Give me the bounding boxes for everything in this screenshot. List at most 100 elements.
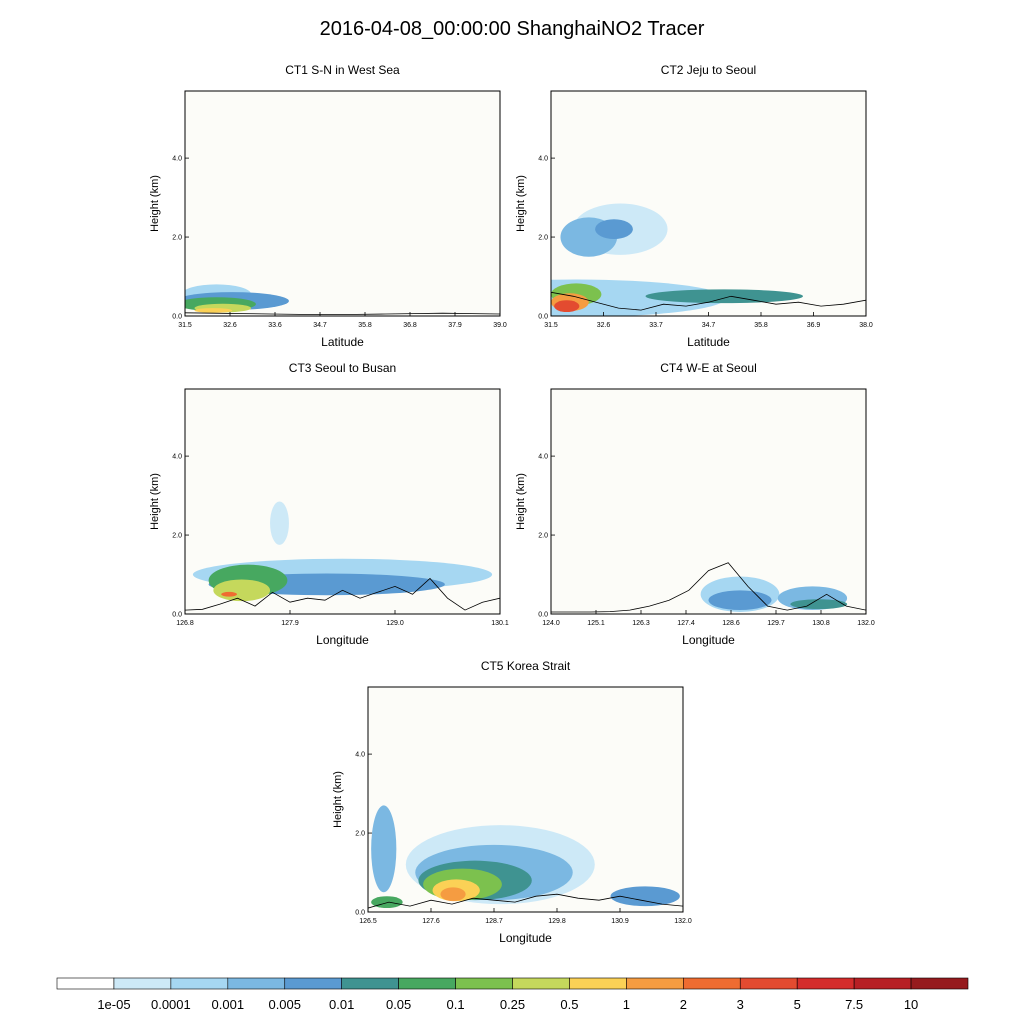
x-tick-label: 132.0 bbox=[857, 620, 875, 627]
x-tick-label: 125.1 bbox=[587, 620, 605, 627]
x-tick-label: 128.6 bbox=[722, 620, 740, 627]
panel-title: CT2 Jeju to Seoul bbox=[661, 63, 756, 77]
colorbar-swatch bbox=[455, 977, 513, 990]
colorbar-swatch bbox=[910, 977, 969, 990]
colorbar-swatch bbox=[796, 977, 855, 990]
y-tick-label: 2.0 bbox=[355, 831, 365, 838]
colorbar-swatch bbox=[56, 977, 115, 990]
colorbar-swatch bbox=[341, 977, 399, 990]
x-tick-label: 36.8 bbox=[403, 322, 417, 329]
plot-frame bbox=[184, 90, 501, 317]
plot-background bbox=[551, 389, 866, 614]
contour-level-1 bbox=[270, 501, 289, 545]
y-tick-label: 4.0 bbox=[538, 454, 548, 461]
colorbar-label: 0.5 bbox=[560, 997, 578, 1012]
x-tick-label: 130.1 bbox=[491, 620, 509, 627]
y-tick-label: 0.0 bbox=[172, 612, 182, 619]
tracer-field bbox=[368, 805, 683, 909]
figure-title: 2016-04-08_00:00:00 ShanghaiNO2 Tracer bbox=[319, 18, 705, 40]
colorbar-label: 7.5 bbox=[845, 997, 863, 1012]
tracer-field bbox=[551, 203, 866, 316]
panel-title: CT3 Seoul to Busan bbox=[289, 361, 396, 375]
x-tick-label: 35.8 bbox=[754, 322, 768, 329]
x-tick-label: 32.6 bbox=[597, 322, 611, 329]
y-tick-label: 4.0 bbox=[355, 752, 365, 759]
colorbar-label: 0.0001 bbox=[151, 997, 191, 1012]
terrain-line bbox=[185, 312, 500, 315]
y-tick-label: 4.0 bbox=[172, 454, 182, 461]
y-tick-label: 0.0 bbox=[538, 314, 548, 321]
panel-1: CT1 S-N in West Sea 31.5 32.6 33.6 34.7 35.8 3… bbox=[149, 63, 507, 349]
colorbar-swatch bbox=[683, 977, 741, 990]
contour-level-3 bbox=[371, 805, 397, 893]
colorbar-label: 0.1 bbox=[447, 997, 465, 1012]
colorbar-swatch bbox=[284, 977, 342, 990]
contour-level-9 bbox=[194, 308, 233, 313]
colorbar-swatch bbox=[512, 977, 570, 990]
tracer-field bbox=[551, 562, 866, 613]
colorbar-swatch bbox=[569, 977, 627, 990]
x-axis-label: Longitude bbox=[682, 633, 735, 647]
y-tick-label: 2.0 bbox=[172, 235, 182, 242]
panel-2: CT2 Jeju to Seoul 31.5 32.6 33.7 34.7 35.8 36.… bbox=[515, 63, 873, 349]
panel-title: CT5 Korea Strait bbox=[481, 659, 571, 673]
colorbar-label: 0.25 bbox=[500, 997, 525, 1012]
x-tick-label: 39.0 bbox=[493, 322, 507, 329]
y-tick-label: 4.0 bbox=[172, 156, 182, 163]
contour-level-5 bbox=[645, 289, 803, 304]
y-tick-label: 0.0 bbox=[172, 314, 182, 321]
colorbar-label: 1 bbox=[623, 997, 630, 1012]
colorbar-label: 5 bbox=[794, 997, 801, 1012]
colorbar-label: 3 bbox=[737, 997, 744, 1012]
panel-4: CT4 W-E at Seoul 124.0 125.1 126.3 127.4 128.… bbox=[515, 361, 875, 647]
x-tick-label: 126.8 bbox=[176, 620, 194, 627]
terrain-line bbox=[551, 291, 866, 311]
x-tick-label: 129.7 bbox=[767, 620, 785, 627]
panel-5: CT5 Korea Strait 126.5 127.6 128.7 129.8 130.… bbox=[332, 659, 692, 945]
contour-level-4 bbox=[708, 590, 772, 611]
x-tick-label: 36.9 bbox=[807, 322, 821, 329]
tracer-field bbox=[185, 284, 500, 315]
x-tick-label: 33.6 bbox=[268, 322, 282, 329]
y-axis-label: Height (km) bbox=[149, 175, 161, 232]
colorbar-swatch bbox=[227, 977, 286, 990]
x-tick-label: 126.5 bbox=[359, 918, 377, 925]
colorbar-swatch bbox=[853, 977, 912, 990]
panel-title: CT4 W-E at Seoul bbox=[660, 361, 756, 375]
x-tick-label: 127.9 bbox=[281, 620, 299, 627]
plot-background bbox=[551, 91, 866, 316]
x-tick-label: 32.6 bbox=[223, 322, 237, 329]
y-tick-label: 2.0 bbox=[172, 533, 182, 540]
contour-level-10 bbox=[440, 887, 466, 902]
x-tick-label: 37.9 bbox=[448, 322, 462, 329]
x-tick-label: 34.7 bbox=[702, 322, 716, 329]
y-axis-label: Height (km) bbox=[149, 473, 161, 530]
x-tick-label: 132.0 bbox=[674, 918, 692, 925]
colorbar-label: 0.001 bbox=[212, 997, 245, 1012]
colorbar-label: 0.005 bbox=[268, 997, 301, 1012]
x-tick-label: 124.0 bbox=[542, 620, 560, 627]
x-tick-label: 127.6 bbox=[422, 918, 440, 925]
panel-title: CT1 S-N in West Sea bbox=[285, 63, 400, 77]
colorbar-swatch bbox=[398, 977, 456, 990]
colorbar-label: 1e-05 bbox=[97, 997, 130, 1012]
contour-level-8 bbox=[213, 579, 271, 602]
y-tick-label: 0.0 bbox=[538, 612, 548, 619]
colorbar-swatch bbox=[739, 977, 798, 990]
x-tick-label: 38.0 bbox=[859, 322, 873, 329]
plot-frame bbox=[550, 388, 867, 615]
x-tick-label: 35.8 bbox=[358, 322, 372, 329]
x-tick-label: 130.8 bbox=[812, 620, 830, 627]
y-axis-label: Height (km) bbox=[515, 473, 527, 530]
plot-background bbox=[185, 91, 500, 316]
colorbar-label: 10 bbox=[904, 997, 918, 1012]
x-axis-label: Latitude bbox=[687, 335, 730, 349]
x-tick-label: 31.5 bbox=[544, 322, 558, 329]
x-tick-label: 33.7 bbox=[649, 322, 663, 329]
colorbar-swatch bbox=[170, 977, 229, 990]
x-tick-label: 126.3 bbox=[632, 620, 650, 627]
tracer-field bbox=[185, 501, 500, 611]
contour-level-6 bbox=[371, 896, 403, 909]
colorbar-swatch bbox=[626, 977, 684, 990]
